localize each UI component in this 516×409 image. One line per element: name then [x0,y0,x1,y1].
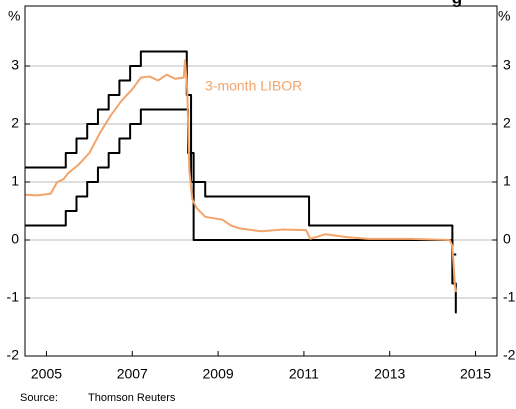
series-line [24,59,458,293]
plot-frame [24,5,498,357]
x-tick-label: 2011 [289,366,319,382]
y-tick-label: -1 [503,289,516,305]
x-tick-label: 2009 [203,366,234,382]
y-tick-label: -2 [503,347,516,363]
x-tick-label: 2005 [31,366,62,382]
y-tick-label: 3 [11,57,19,73]
y-tick-label: 3 [503,57,511,73]
y-tick-label: 1 [503,173,511,189]
x-tick-label: 2007 [117,366,148,382]
y-tick-label: 2 [503,115,511,131]
y-tick-label: 2 [11,115,19,131]
x-tick-label: 2015 [460,366,491,382]
y-tick-label: 0 [503,231,511,247]
source-label: Source: [20,392,58,404]
series-annotation: 3-month LIBOR [205,78,302,94]
y-tick-label: 0 [11,231,19,247]
chart-title: g [452,0,462,7]
series-line [25,108,457,314]
y-tick-label: 1 [11,173,19,189]
y-tick-label: -1 [7,289,20,305]
y-unit-left: % [8,8,20,24]
y-tick-label: -2 [7,347,20,363]
x-tick-label: 2013 [374,366,405,382]
series-line [25,50,457,256]
y-unit-right: % [498,8,510,24]
source: Thomson Reuters [88,392,176,404]
